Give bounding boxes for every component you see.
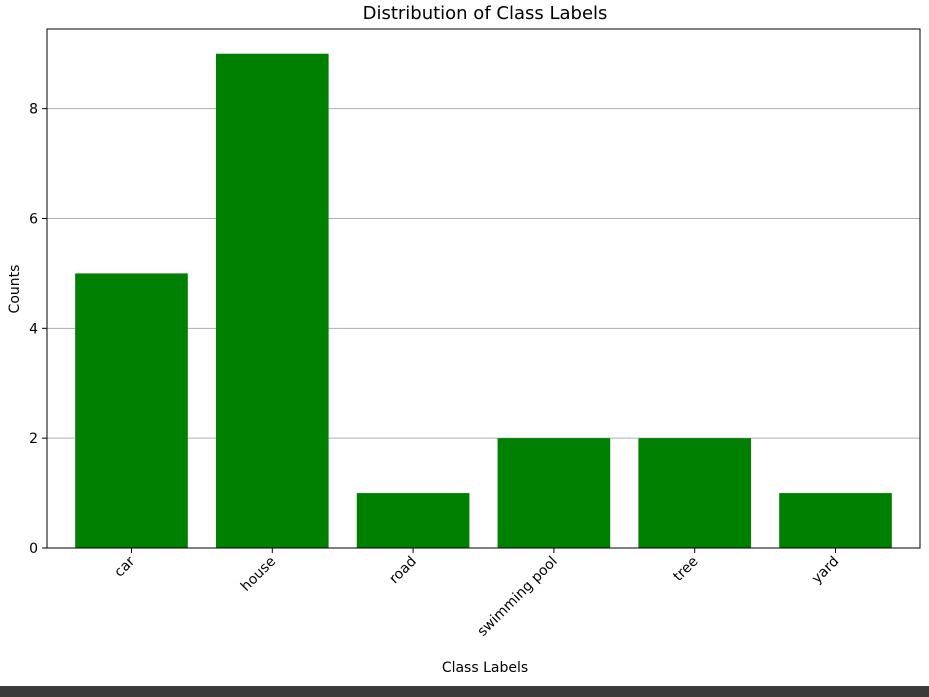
plot-frame bbox=[46, 28, 921, 549]
x-tick-label: tree bbox=[670, 554, 701, 585]
x-tick-label: yard bbox=[809, 554, 842, 587]
bar-yard bbox=[779, 493, 892, 548]
y-tick-label: 2 bbox=[29, 431, 38, 447]
grid-lines bbox=[47, 108, 920, 439]
bar-swimming-pool bbox=[497, 438, 611, 548]
bar-tree bbox=[638, 438, 752, 548]
y-tick-label: 8 bbox=[29, 102, 38, 118]
bar-house bbox=[215, 53, 329, 548]
x-axis-ticks: car house road swimming pool tree yard bbox=[111, 548, 842, 640]
y-tick-label: 0 bbox=[29, 541, 38, 557]
window-bottom-bar bbox=[0, 686, 929, 697]
y-axis-ticks: 0 2 4 6 8 bbox=[29, 102, 47, 557]
y-tick-label: 6 bbox=[29, 211, 38, 227]
x-tick-label: road bbox=[386, 554, 420, 588]
x-axis-label: Class Labels bbox=[442, 660, 528, 676]
bar-road bbox=[356, 493, 470, 548]
bars bbox=[75, 53, 892, 548]
x-tick-label: house bbox=[238, 554, 279, 595]
x-tick-label: swimming pool bbox=[475, 554, 561, 640]
y-axis-label: Counts bbox=[7, 265, 23, 314]
x-tick-label: car bbox=[111, 553, 138, 580]
y-tick-label: 4 bbox=[29, 321, 38, 337]
bar-car bbox=[75, 273, 188, 548]
chart-title: Distribution of Class Labels bbox=[363, 3, 608, 24]
